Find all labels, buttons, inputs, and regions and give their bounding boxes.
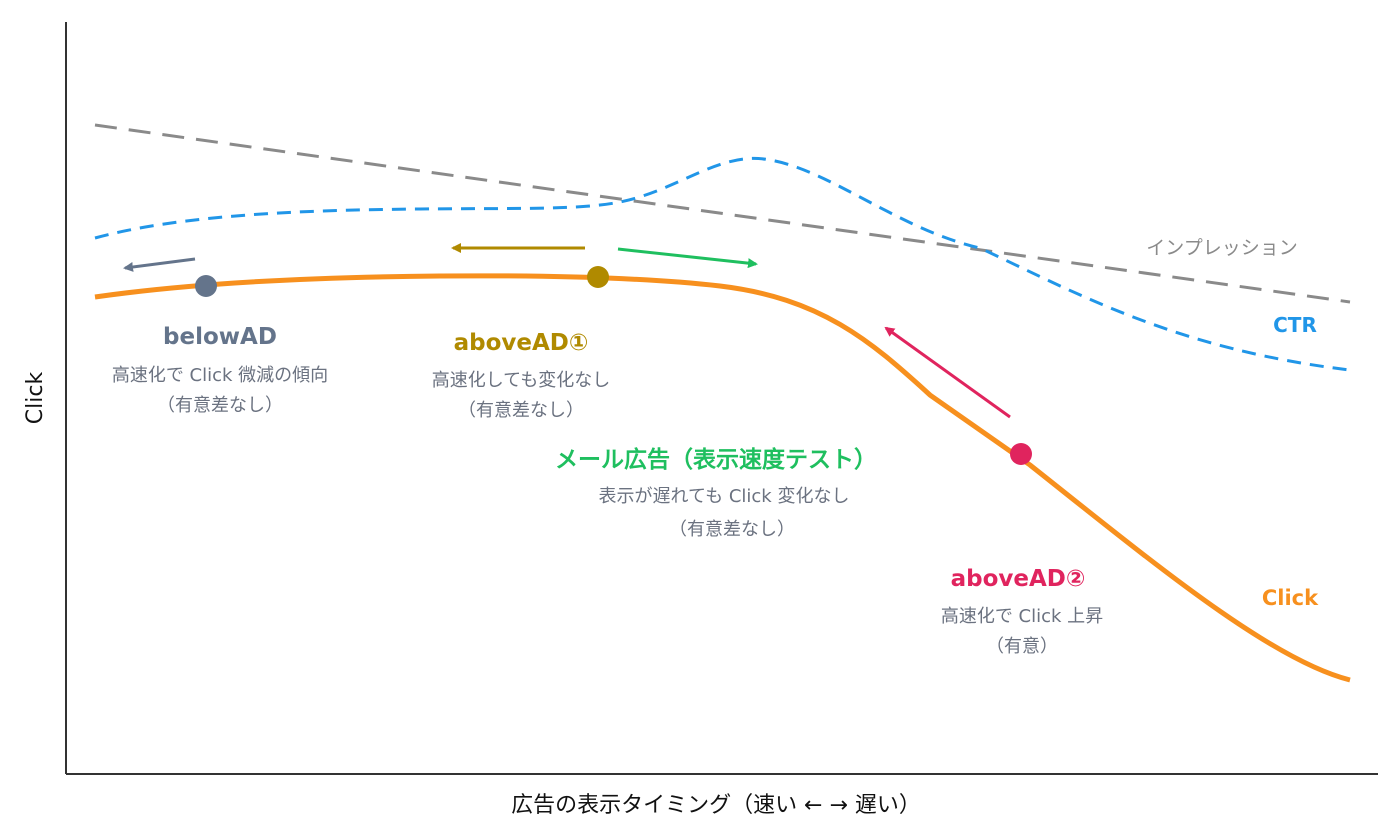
below-ad-desc-2: （有意差なし） — [157, 395, 283, 416]
ctr-label: CTR — [1273, 313, 1317, 337]
x-axis-label: 広告の表示タイミング（速い ← → 遅い） — [511, 793, 921, 818]
click-label: Click — [1262, 586, 1319, 610]
above-ad-2-title: aboveAD② — [951, 566, 1086, 592]
impression-line — [94, 123, 1351, 304]
mail-ad-arrow — [617, 247, 758, 269]
y-axis-label: Click — [23, 372, 48, 425]
impression-label: インプレッション — [1146, 237, 1297, 259]
click-line — [94, 273, 1351, 683]
above-ad-2-desc-1: 高速化で Click 上昇 — [941, 606, 1103, 627]
mail-ad-title: メール広告（表示速度テスト） — [555, 446, 877, 473]
above-ad-1-desc-1: 高速化しても変化なし — [432, 370, 611, 391]
above-ad-1-point — [587, 266, 609, 288]
mail-ad-desc-2: （有意差なし） — [669, 519, 795, 540]
above-ad-2-desc-2: （有意） — [986, 636, 1058, 657]
above-ad-2-point — [1010, 443, 1032, 465]
below-ad-arrow — [123, 257, 196, 272]
above-ad-1-title: aboveAD① — [454, 330, 589, 356]
mail-ad-desc-1: 表示が遅れても Click 変化なし — [599, 486, 850, 507]
below-ad-point — [195, 275, 217, 297]
below-ad-desc-1: 高速化で Click 微減の傾向 — [112, 365, 328, 386]
ctr-line — [94, 157, 1351, 372]
below-ad-title: belowAD — [163, 324, 277, 350]
above-ad-1-desc-2: （有意差なし） — [458, 400, 584, 421]
above-ad-2-arrow — [884, 326, 1011, 419]
